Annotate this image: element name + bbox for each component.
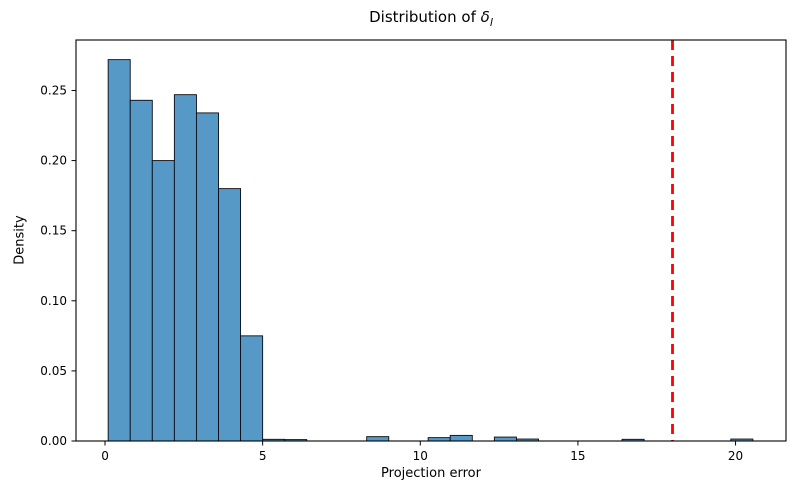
x-tick-label: 10 bbox=[413, 449, 428, 463]
y-tick-label: 0.05 bbox=[40, 364, 67, 378]
histogram-bar bbox=[173, 94, 197, 442]
histogram-bar bbox=[218, 188, 242, 442]
histogram-bar bbox=[449, 434, 473, 442]
y-tick-label: 0.15 bbox=[40, 224, 67, 238]
delta-subscript: l bbox=[489, 16, 493, 29]
x-tick-label: 15 bbox=[570, 449, 585, 463]
y-tick-label: 0.25 bbox=[40, 83, 67, 97]
histogram-bar bbox=[107, 59, 131, 442]
axes-spine bbox=[75, 39, 787, 442]
chart-title-text: Distribution of bbox=[369, 8, 481, 26]
histogram-bar bbox=[366, 436, 390, 442]
histogram-bar bbox=[240, 335, 264, 442]
delta-symbol: δ bbox=[480, 8, 490, 26]
histogram-bar bbox=[195, 112, 219, 442]
x-tick-label: 5 bbox=[259, 449, 267, 463]
y-tick-label: 0.20 bbox=[40, 154, 67, 168]
histogram-bar bbox=[129, 99, 153, 442]
chart-title: Distribution of δl bbox=[76, 8, 786, 29]
histogram-bar bbox=[493, 436, 517, 442]
y-tick-label: 0.00 bbox=[40, 434, 67, 448]
histogram-bar bbox=[151, 160, 175, 442]
x-tick-label: 20 bbox=[728, 449, 743, 463]
x-tick-label: 0 bbox=[101, 449, 109, 463]
x-axis-label: Projection error bbox=[381, 466, 481, 481]
y-tick-label: 0.10 bbox=[40, 294, 67, 308]
y-axis-label: Density bbox=[12, 215, 28, 265]
